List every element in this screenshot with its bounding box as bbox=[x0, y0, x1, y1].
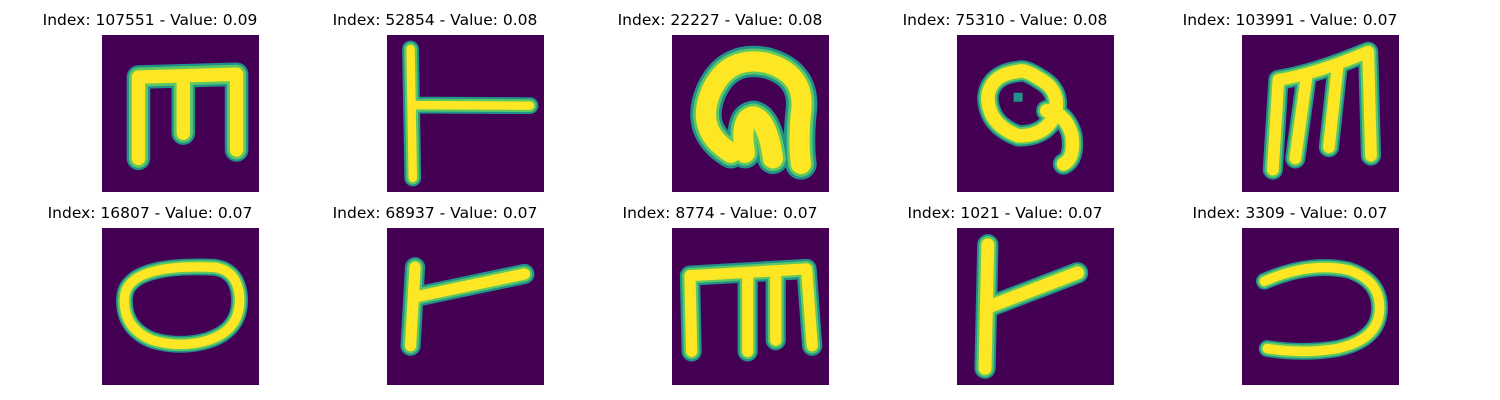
glyph-image bbox=[1242, 35, 1399, 192]
grid-cell: Index: 103991 - Value: 0.07 bbox=[1140, 0, 1440, 192]
glyph-m-like bbox=[1262, 41, 1382, 180]
grid-cell: Index: 68937 - Value: 0.07 bbox=[285, 193, 585, 385]
glyph-image bbox=[957, 228, 1114, 385]
glyph-t-like bbox=[402, 40, 539, 187]
glyph-t-like bbox=[400, 257, 535, 356]
glyph-image bbox=[102, 35, 259, 192]
glyph-image bbox=[1242, 228, 1399, 385]
panel-title: Index: 22227 - Value: 0.08 bbox=[617, 11, 823, 29]
panel-title: Index: 103991 - Value: 0.07 bbox=[1182, 11, 1398, 29]
grid-cell: Index: 1021 - Value: 0.07 bbox=[855, 193, 1155, 385]
panel-title: Index: 3309 - Value: 0.07 bbox=[1192, 204, 1388, 222]
glyph-image bbox=[387, 35, 544, 192]
panel-title: Index: 52854 - Value: 0.08 bbox=[332, 11, 538, 29]
glyph-loop bbox=[977, 60, 1084, 175]
panel-title: Index: 107551 - Value: 0.09 bbox=[42, 11, 258, 29]
grid-cell: Index: 52854 - Value: 0.08 bbox=[285, 0, 585, 192]
glyph-m-like bbox=[679, 258, 823, 362]
glyph-m-like bbox=[126, 62, 249, 171]
glyph-hook bbox=[1256, 259, 1388, 360]
grid-cell: Index: 107551 - Value: 0.09 bbox=[0, 0, 300, 192]
grid-cell: Index: 75310 - Value: 0.08 bbox=[855, 0, 1155, 192]
glyph-image bbox=[672, 228, 829, 385]
glyph-t-like bbox=[974, 234, 1089, 379]
grid-cell: Index: 3309 - Value: 0.07 bbox=[1140, 193, 1440, 385]
glyph-oval bbox=[116, 258, 248, 353]
glyph-image bbox=[672, 35, 829, 192]
glyph-arch bbox=[690, 45, 818, 180]
panel-title: Index: 75310 - Value: 0.08 bbox=[902, 11, 1108, 29]
grid-cell: Index: 22227 - Value: 0.08 bbox=[570, 0, 870, 192]
grid-cell: Index: 16807 - Value: 0.07 bbox=[0, 193, 300, 385]
grid-cell: Index: 8774 - Value: 0.07 bbox=[570, 193, 870, 385]
glyph-image bbox=[102, 228, 259, 385]
glyph-image bbox=[387, 228, 544, 385]
panel-title: Index: 68937 - Value: 0.07 bbox=[332, 204, 538, 222]
panel-title: Index: 16807 - Value: 0.07 bbox=[47, 204, 253, 222]
panel-title: Index: 1021 - Value: 0.07 bbox=[907, 204, 1103, 222]
glyph-image bbox=[957, 35, 1114, 192]
panel-title: Index: 8774 - Value: 0.07 bbox=[622, 204, 818, 222]
